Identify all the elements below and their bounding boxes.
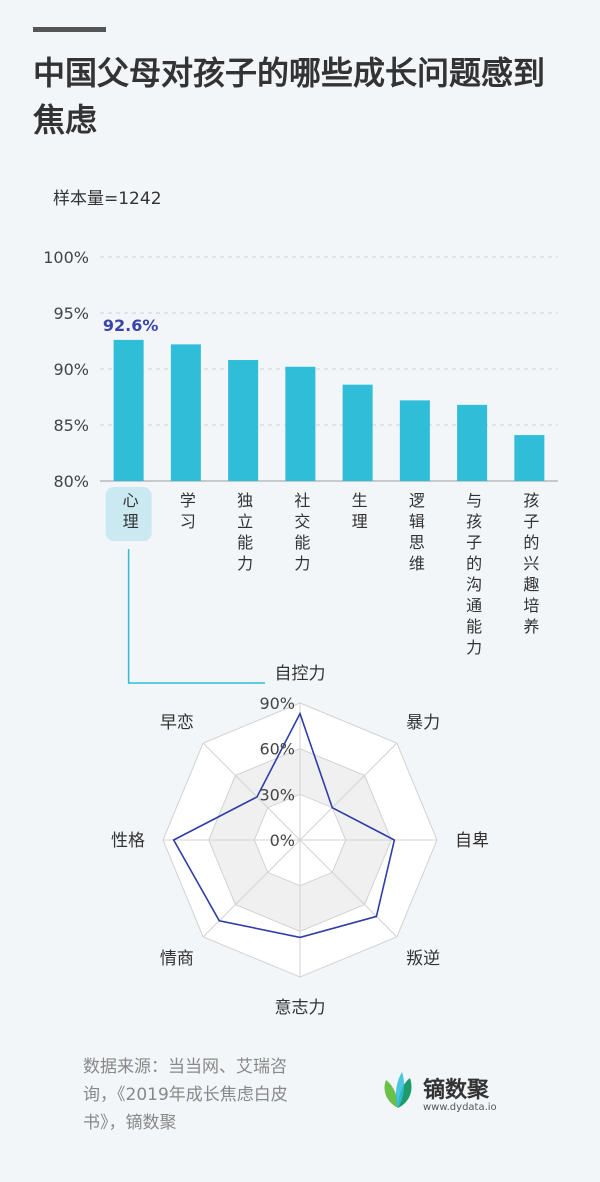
page-title: 中国父母对孩子的哪些成长问题感到焦虑 — [33, 54, 546, 139]
radar-spoke — [202, 742, 301, 841]
radar-tick-label: 0% — [270, 831, 295, 850]
x-tick-label: 逻辑思维 — [409, 491, 425, 573]
logo-name: 镝数聚 — [423, 1078, 490, 1103]
radar-axis-label: 自控力 — [275, 664, 326, 684]
x-tick-label: 社交能力 — [294, 491, 310, 573]
source-line-1: 数据来源：当当网、艾瑞咨 — [83, 1057, 287, 1077]
title-accent-bar — [33, 27, 106, 32]
radar-tick-label: 60% — [259, 740, 295, 759]
bar-series — [113, 339, 545, 481]
logo-url: www.dydata.io — [423, 1102, 497, 1113]
x-tick-label: 孩子的兴趣培养 — [523, 491, 539, 636]
x-tick-label: 独立能力 — [237, 491, 253, 573]
radar-tick-label: 90% — [259, 694, 295, 713]
chart-canvas: 80% 85% 90% 95% 100% 92.6% 心理 学习 独立能力 社交能力 生理 逻辑思… — [43, 248, 558, 1018]
source-line-3: 书》，镝数聚 — [83, 1113, 177, 1133]
radar-spoke — [299, 839, 398, 938]
bar — [170, 344, 201, 481]
data-source: 数据来源：当当网、艾瑞咨 询，《2019年成长焦虑白皮 书》，镝数聚 — [83, 1053, 343, 1137]
sample-size: 样本量=1242 — [53, 189, 162, 209]
bar — [342, 384, 373, 481]
x-tick-label: 学习 — [180, 491, 196, 531]
highlight-box — [105, 487, 152, 541]
radar-axis-label: 暴力 — [406, 713, 440, 733]
radar-tick-label: 30% — [259, 785, 295, 804]
bar — [228, 360, 259, 481]
radar-series — [172, 711, 396, 939]
data-label: 92.6% — [103, 316, 159, 335]
x-tick-label: 与孩子的沟通能力 — [466, 491, 482, 657]
connector-line — [127, 549, 265, 684]
bar — [514, 435, 545, 481]
leaf-icon — [384, 1072, 412, 1108]
source-line-2: 询，《2019年成长焦虑白皮 — [83, 1085, 288, 1105]
bar — [285, 366, 316, 481]
radar-axis-label: 叛逆 — [406, 949, 440, 969]
x-tick-label: 心理 — [123, 491, 139, 531]
bar — [457, 404, 488, 481]
y-tick-label: 80% — [53, 472, 89, 491]
y-tick-label: 100% — [43, 248, 89, 267]
radar-axis-label: 情商 — [160, 949, 194, 969]
x-tick-label: 生理 — [352, 491, 368, 531]
bar — [113, 339, 144, 481]
radar-axis-label: 性格 — [111, 831, 145, 851]
bar-grid: 80% 85% 90% 95% 100% — [43, 248, 558, 491]
bar-highlight-group: 92.6% — [103, 316, 265, 684]
y-tick-label: 95% — [53, 304, 89, 323]
radar-axis-label: 早恋 — [160, 712, 194, 733]
bar-category-labels: 心理 学习 独立能力 社交能力 生理 逻辑思维 与孩子的沟通能力 孩子的兴趣培养 — [123, 491, 540, 657]
radar-axis-label: 自卑 — [455, 831, 489, 851]
brand-logo: 镝数聚 www.dydata.io — [378, 1068, 518, 1118]
radar-spoke — [299, 742, 398, 841]
y-tick-label: 85% — [53, 416, 89, 435]
radar-axis-label: 意志力 — [275, 998, 326, 1018]
bar — [399, 400, 430, 481]
y-tick-label: 90% — [53, 360, 89, 379]
